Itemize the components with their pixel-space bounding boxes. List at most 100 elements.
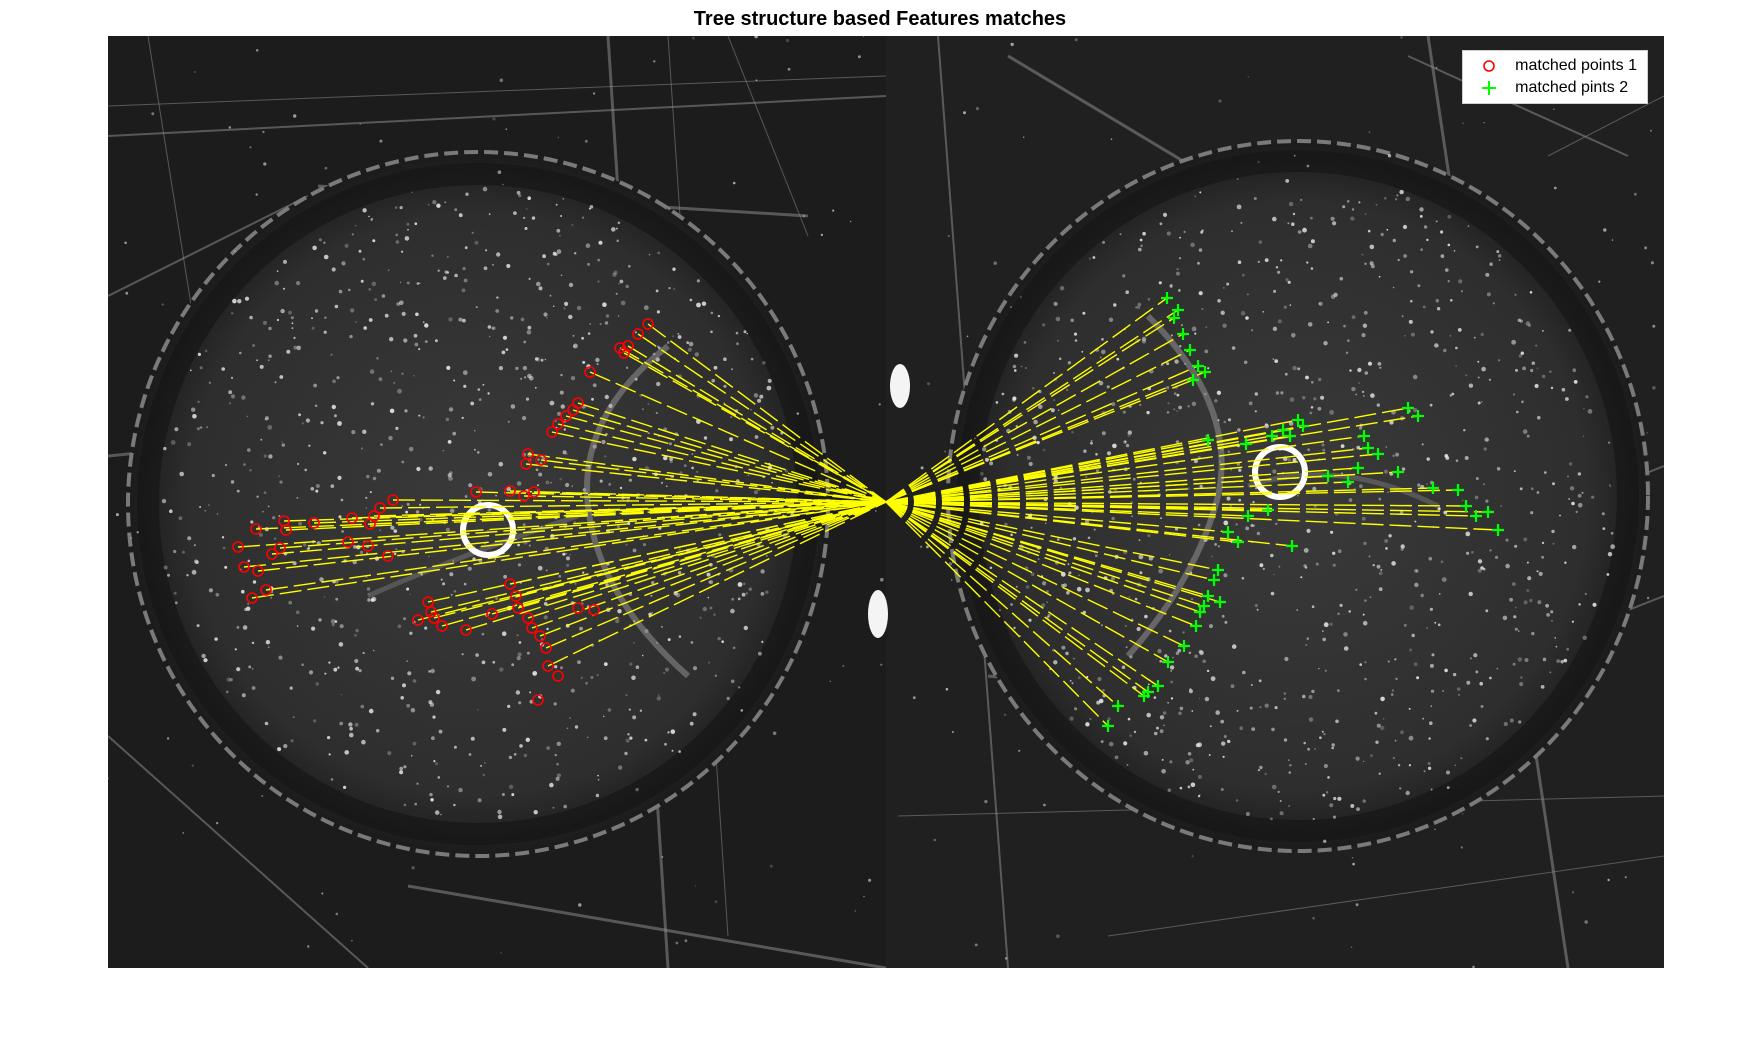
matched-point-1 (504, 578, 516, 590)
matched-point-2 (1427, 482, 1439, 494)
matched-point-1 (614, 342, 626, 354)
speckle (617, 525, 620, 529)
speckle (755, 79, 758, 82)
speckle (602, 302, 607, 308)
speckle (947, 234, 950, 238)
legend-item-points-2[interactable]: matched pints 2 (1471, 77, 1637, 99)
speckle (462, 318, 466, 323)
speckle (1285, 179, 1290, 183)
speckle (689, 721, 694, 726)
speckle (323, 451, 327, 455)
speckle (1350, 216, 1355, 221)
speckle (1332, 551, 1336, 555)
speckle (1581, 491, 1584, 494)
speckle (487, 325, 492, 329)
speckle (401, 311, 406, 316)
speckle (762, 361, 766, 365)
speckle (203, 658, 208, 663)
speckle (1262, 567, 1265, 571)
speckle (1489, 262, 1493, 266)
speckle (1135, 306, 1138, 309)
speckle (1485, 737, 1489, 741)
plot-area[interactable]: matched points 1 matched pints 2 (108, 36, 1664, 968)
speckle (468, 483, 473, 488)
speckle (771, 481, 773, 484)
speckle (1153, 696, 1157, 699)
match-line (885, 501, 1229, 533)
speckle (163, 446, 167, 451)
speckle (1023, 341, 1027, 344)
speckle (745, 592, 748, 595)
speckle (1497, 359, 1501, 362)
speckle (736, 342, 739, 346)
matched-point-1 (232, 541, 244, 553)
speckle (1199, 191, 1202, 194)
speckle (1046, 601, 1049, 604)
matched-point-1 (542, 660, 554, 672)
speckle (1587, 409, 1593, 414)
speckle (537, 565, 543, 571)
speckle (1435, 66, 1438, 69)
speckle (323, 596, 326, 598)
speckle (1139, 403, 1142, 406)
speckle (435, 762, 439, 766)
legend[interactable]: matched points 1 matched pints 2 (1462, 50, 1648, 104)
speckle (409, 593, 411, 596)
speckle (503, 574, 507, 579)
speckle (518, 701, 522, 705)
speckle (1208, 754, 1211, 756)
speckle (966, 335, 969, 338)
speckle (422, 416, 425, 419)
speckle (1408, 735, 1414, 741)
speckle (1179, 706, 1184, 711)
speckle (1456, 687, 1461, 691)
speckle (1166, 362, 1170, 366)
match-line (885, 481, 1349, 503)
speckle (191, 407, 196, 412)
speckle (278, 655, 283, 660)
speckle (362, 651, 365, 655)
speckle (475, 653, 479, 657)
matched-point-1 (425, 606, 437, 618)
matched-point-2 (1262, 504, 1274, 516)
speckle (1463, 429, 1466, 432)
matched-point-2 (1232, 536, 1244, 548)
speckle (344, 243, 349, 248)
matched-point-2 (1242, 510, 1254, 522)
legend-item-points-1[interactable]: matched points 1 (1471, 55, 1637, 77)
speckle (1337, 549, 1342, 553)
speckle (1568, 462, 1573, 466)
match-line (475, 491, 887, 503)
speckle (613, 270, 618, 275)
speckle (528, 277, 531, 280)
speckle (1412, 374, 1418, 380)
speckle (411, 866, 415, 870)
speckle (1030, 526, 1033, 529)
speckle (251, 641, 255, 645)
speckle (1312, 817, 1315, 821)
speckle (912, 696, 916, 700)
speckle (570, 688, 575, 693)
matched-point-1 (642, 318, 654, 330)
speckle (1511, 339, 1516, 345)
speckle (247, 559, 251, 563)
speckle (690, 641, 694, 644)
speckle (1380, 725, 1385, 731)
speckle (554, 665, 558, 669)
speckle (1545, 603, 1549, 608)
speckle (1355, 393, 1358, 396)
speckle (1178, 288, 1181, 291)
speckle (730, 679, 735, 684)
speckle (461, 653, 464, 656)
speckle (372, 476, 377, 481)
speckle (1277, 790, 1280, 794)
speckle (1469, 657, 1472, 660)
speckle (1291, 222, 1295, 226)
speckle (1422, 717, 1425, 720)
speckle (761, 640, 764, 644)
match-line (509, 501, 887, 585)
speckle (283, 287, 285, 290)
speckle (1289, 304, 1292, 306)
speckle (1444, 668, 1448, 673)
speckle (394, 552, 397, 556)
